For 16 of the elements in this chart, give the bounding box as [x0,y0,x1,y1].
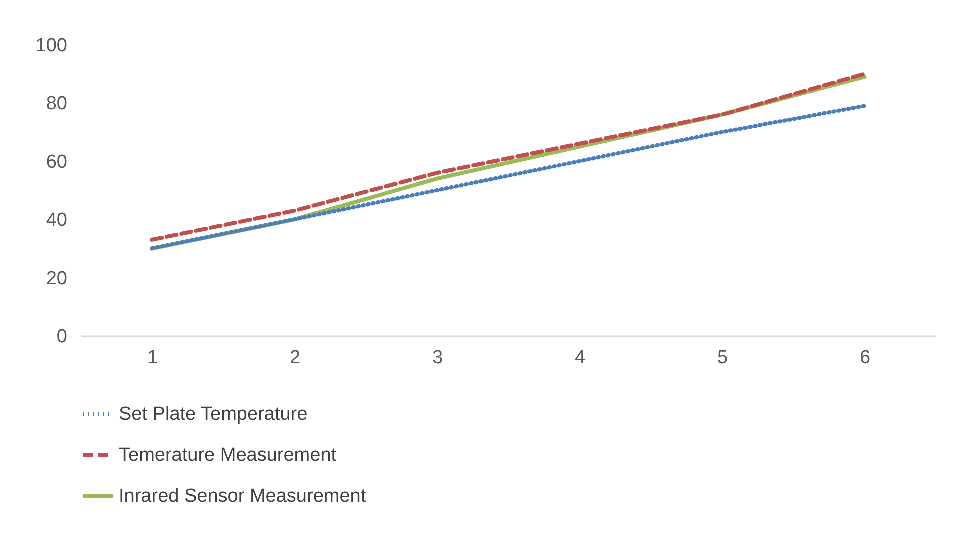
x-tick-label: 6 [860,348,871,368]
y-tick-label: 100 [36,36,68,56]
x-tick-label: 5 [717,348,728,368]
x-tick-label: 1 [147,348,158,368]
x-tick-label: 4 [574,348,586,368]
x-tick-label: 3 [432,348,444,368]
legend-label: Inrared Sensor Measurement [119,486,367,507]
legend-label: Temerature Measurement [119,445,338,466]
y-tick-label: 20 [46,268,68,290]
x-tick-label: 2 [290,348,301,368]
y-tick-label: 0 [56,326,68,348]
y-tick-label: 80 [46,94,68,115]
legend-label: Set Plate Temperature [119,404,308,425]
line-series [150,104,867,251]
y-tick-label: 60 [46,152,68,173]
y-tick-label: 40 [46,210,68,232]
